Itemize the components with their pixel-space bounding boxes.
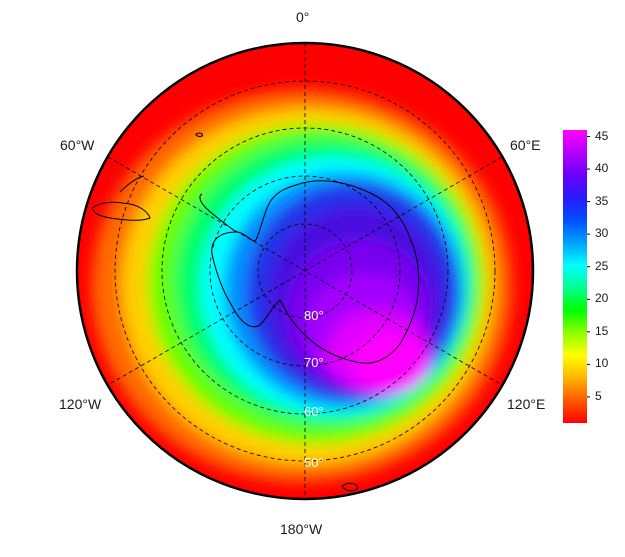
lon-label-60w: 60°W <box>60 137 95 153</box>
graticule-layer <box>107 43 503 499</box>
lon-label-0: 0° <box>296 9 310 25</box>
lon-label-120w: 120°W <box>59 396 102 412</box>
coastline-layer <box>91 132 420 492</box>
colorbar-bar <box>563 130 587 423</box>
field-band-12 <box>352 332 428 392</box>
lon-label-120e: 120°E <box>507 396 546 412</box>
colorbar-tick-label: 35 <box>595 193 609 208</box>
south-america-tip-coastline <box>119 175 145 193</box>
lon-label-60e: 60°E <box>510 137 541 153</box>
lon-label-180w: 180°W <box>280 521 323 537</box>
lat-label-70: 70° <box>304 355 324 370</box>
colorbar-tick-label: 10 <box>595 356 609 371</box>
colorbar-tick-label: 45 <box>595 128 609 143</box>
antarctica-coastline <box>211 180 420 364</box>
colorbar-tick-label: 25 <box>595 258 609 273</box>
south-america-coastline <box>91 201 151 221</box>
new-zealand-coastline <box>341 482 359 492</box>
colorbar-tick-label: 20 <box>595 291 609 306</box>
colorbar-tick-label: 30 <box>595 226 609 241</box>
colorbar-tick-label: 5 <box>595 388 602 403</box>
field-layer <box>77 43 533 499</box>
colorbar-tick-label: 40 <box>595 161 609 176</box>
colorbar-tick-label: 15 <box>595 323 609 338</box>
meridian-60w-120e <box>107 156 503 386</box>
lat-label-60: 60° <box>304 404 324 419</box>
island-coastline <box>195 132 203 137</box>
map-boundary <box>75 41 535 501</box>
lat-label-50: 50° <box>304 455 324 470</box>
antarctic-peninsula-coastline <box>199 193 237 233</box>
colorbar-tick-marks <box>587 136 590 398</box>
parallel-50 <box>114 80 496 462</box>
lat-label-80: 80° <box>304 308 324 323</box>
